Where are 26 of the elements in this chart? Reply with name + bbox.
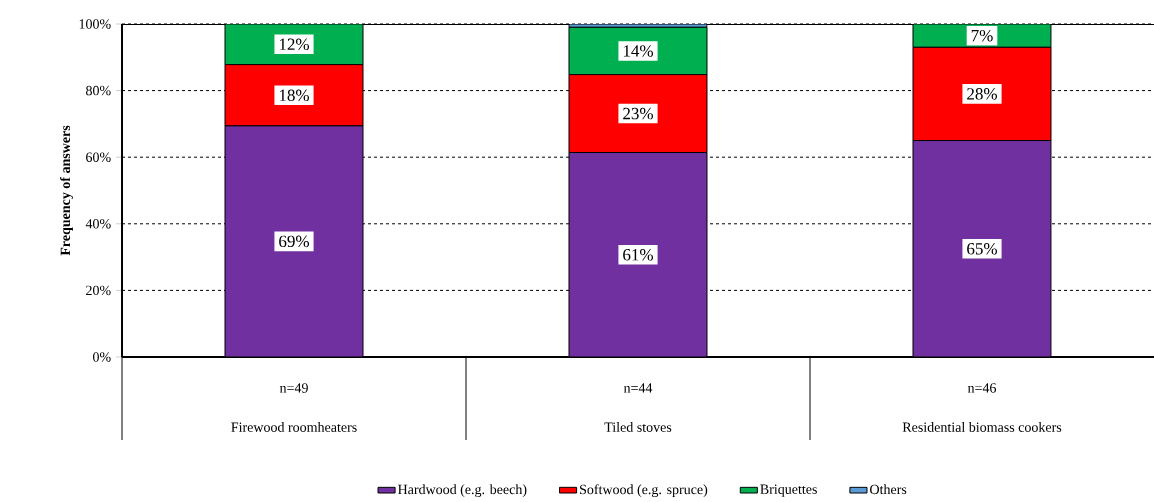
data-label: 18% [279, 89, 310, 102]
text: n=49 [279, 383, 308, 393]
data-label: 12% [279, 38, 310, 51]
y-tick-label: 80% [86, 85, 111, 96]
data-label: 65% [967, 243, 997, 255]
x-tick-label: Residential biomass cookers [902, 422, 1062, 432]
data-label: 14% [623, 45, 654, 57]
data-label: 7% [971, 29, 993, 42]
data-label: 23% [623, 107, 654, 120]
text: n=44 [623, 383, 653, 393]
y-tick-label: 20% [86, 285, 111, 296]
x-tick-label: Firewood roomheaters [231, 422, 357, 432]
legend-label: Briquettes [760, 484, 817, 497]
y-tick-label: 100% [79, 19, 111, 29]
data-label: 61% [623, 249, 654, 261]
legend-label: Hardwood (e.g. beech) [398, 484, 527, 498]
legend-label: Softwood (e.g. spruce) [580, 484, 708, 498]
y-tick-label: 0% [93, 352, 111, 362]
x-tick-label: Tiled stoves [604, 422, 672, 432]
legend-label: Others [870, 484, 907, 495]
text: n=46 [967, 383, 997, 393]
data-label: 69% [279, 235, 310, 248]
y-tick-label: 40% [85, 219, 111, 229]
y-tick-label: 60% [86, 152, 111, 162]
data-label: 28% [967, 88, 997, 100]
y-axis-title: Frequency of answers [60, 125, 73, 256]
